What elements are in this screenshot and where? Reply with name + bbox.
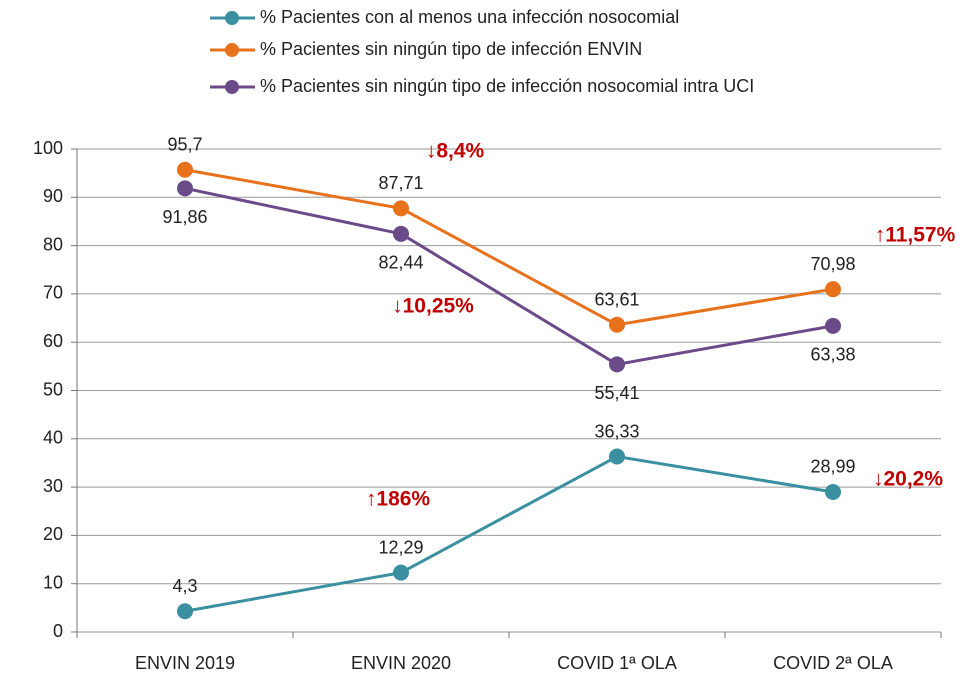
x-tick-label: COVID 1ª OLA — [557, 653, 677, 673]
data-point — [393, 225, 409, 242]
data-point — [177, 180, 193, 197]
value-label: 63,61 — [594, 290, 639, 310]
value-label: 55,41 — [594, 383, 639, 403]
y-tick-label: 90 — [43, 186, 63, 206]
value-label: 28,99 — [810, 457, 855, 477]
value-label: 36,33 — [594, 421, 639, 441]
annotation: ↑11,57% — [875, 224, 956, 247]
annotation: ↑186% — [366, 488, 431, 511]
data-point — [825, 281, 841, 298]
value-label: 87,71 — [378, 173, 423, 193]
x-tick-label: ENVIN 2020 — [351, 653, 451, 673]
data-point — [609, 316, 625, 333]
data-point — [825, 483, 841, 500]
data-point — [609, 448, 625, 465]
y-tick-label: 30 — [43, 476, 63, 496]
annotation: ↓20,2% — [873, 468, 943, 491]
data-point — [393, 564, 409, 581]
value-label: 70,98 — [810, 254, 855, 274]
series-line — [184, 168, 834, 327]
value-label: 95,7 — [167, 135, 202, 155]
legend-label: % Pacientes sin ningún tipo de infección… — [260, 76, 754, 96]
x-tick-label: COVID 2ª OLA — [773, 653, 893, 673]
value-label: 12,29 — [378, 537, 423, 557]
y-tick-label: 40 — [43, 428, 63, 448]
data-point — [393, 200, 409, 217]
value-label: 4,3 — [172, 576, 197, 596]
x-tick-label: ENVIN 2019 — [135, 653, 235, 673]
y-tick-label: 20 — [43, 524, 63, 544]
y-tick-label: 60 — [43, 331, 63, 351]
data-point — [177, 603, 193, 620]
legend-marker — [225, 11, 239, 25]
series-line — [184, 186, 834, 366]
legend-label: % Pacientes sin ningún tipo de infección… — [260, 39, 642, 59]
y-tick-label: 50 — [43, 379, 63, 399]
legend-marker — [225, 43, 239, 57]
y-tick-label: 0 — [53, 621, 63, 641]
y-tick-label: 80 — [43, 234, 63, 254]
data-point — [609, 356, 625, 373]
legend-marker — [225, 80, 239, 94]
data-point — [177, 161, 193, 178]
series-line — [184, 454, 834, 613]
y-tick-label: 70 — [43, 283, 63, 303]
annotation: ↓8,4% — [426, 140, 485, 163]
value-label: 82,44 — [378, 253, 423, 273]
y-tick-label: 100 — [33, 138, 63, 158]
value-label: 91,86 — [162, 207, 207, 227]
annotation: ↓10,25% — [392, 295, 474, 318]
value-label: 63,38 — [810, 345, 855, 365]
y-tick-label: 10 — [43, 572, 63, 592]
legend-label: % Pacientes con al menos una infección n… — [260, 7, 679, 27]
data-point — [825, 317, 841, 334]
